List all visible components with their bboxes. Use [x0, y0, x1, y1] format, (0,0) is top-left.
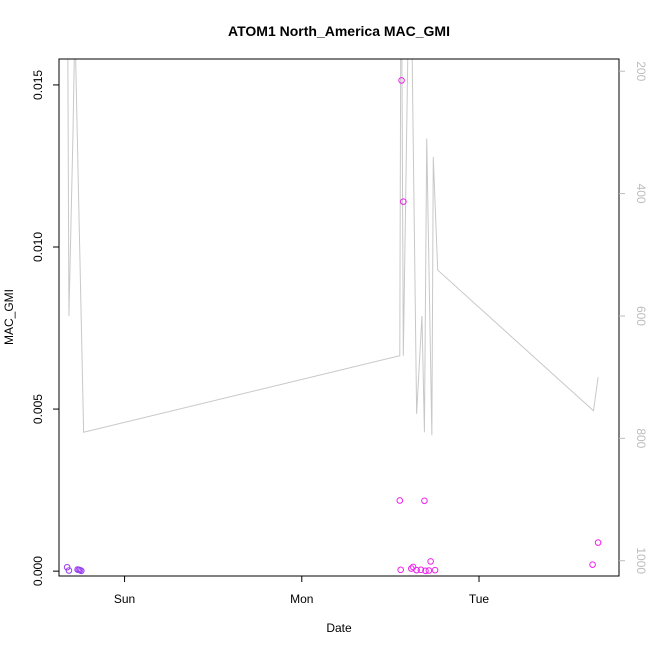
data-point — [413, 566, 420, 574]
data-point — [589, 561, 596, 568]
data-point — [397, 566, 404, 574]
y-axis-right: 200 400 600 800 1000 — [619, 61, 648, 574]
y-left-tick-label: 0.015 — [31, 70, 45, 100]
y-right-tick-label: 1000 — [634, 547, 648, 574]
data-point — [65, 567, 73, 574]
y-right-tick-label: 200 — [634, 61, 648, 81]
data-point — [78, 567, 85, 575]
y-left-tick-label: 0.010 — [31, 232, 45, 262]
right-axis-series-line-group — [67, 59, 599, 436]
data-point — [398, 77, 405, 84]
x-axis-label: Date — [326, 621, 352, 635]
y-left-tick-label: 0.005 — [31, 394, 45, 424]
data-point — [409, 563, 417, 571]
data-point — [425, 567, 433, 574]
data-point — [400, 198, 407, 205]
y-right-tick-label: 400 — [634, 184, 648, 204]
x-tick-label: Mon — [290, 592, 313, 606]
plot-frame — [58, 58, 620, 577]
data-point — [421, 497, 428, 505]
data-point — [417, 566, 425, 574]
x-axis: Sun Mon Tue — [114, 576, 490, 606]
x-tick-label: Sun — [114, 592, 135, 606]
y-axis-label: MAC_GMI — [2, 289, 16, 345]
y-right-tick-label: 600 — [634, 306, 648, 326]
series-line — [67, 59, 599, 436]
y-right-tick-label: 800 — [634, 428, 648, 448]
chart-title: ATOM1 North_America MAC_GMI — [228, 23, 450, 39]
y-left-tick-label: 0.000 — [31, 556, 45, 586]
data-point — [427, 558, 434, 565]
y-axis-left: 0.000 0.005 0.010 0.015 — [31, 70, 59, 586]
data-point — [422, 567, 429, 575]
data-point — [594, 539, 602, 546]
data-point — [396, 497, 404, 504]
data-point — [431, 566, 439, 574]
data-point — [63, 563, 71, 571]
data-points-group — [63, 77, 602, 575]
x-tick-label: Tue — [469, 592, 490, 606]
